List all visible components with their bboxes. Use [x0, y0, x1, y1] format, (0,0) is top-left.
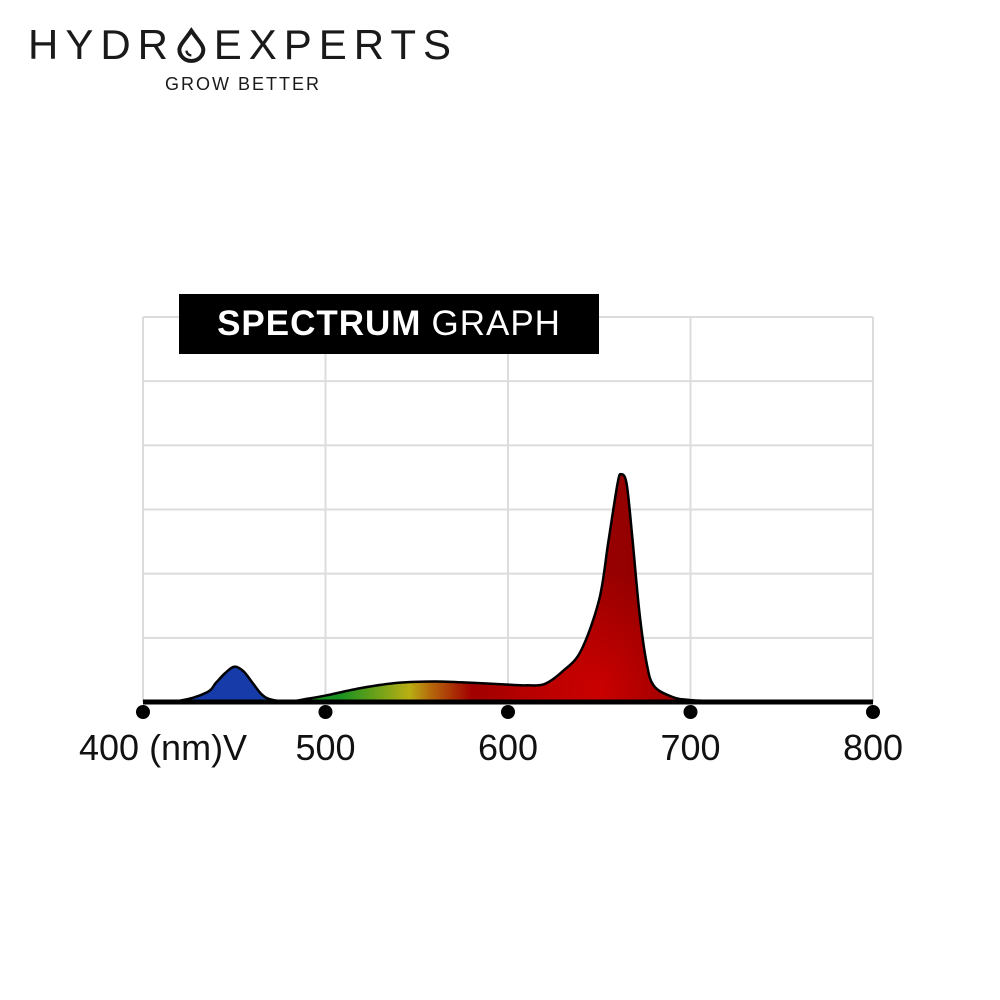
brand-name-part1: HYDR [28, 21, 176, 68]
brand-logo: HYDR EXPERTS GROW BETTER [28, 24, 458, 95]
x-axis [136, 699, 880, 719]
x-tick-label: 600 [478, 727, 538, 768]
x-tick-dot [683, 705, 698, 719]
brand-tagline: GROW BETTER [165, 74, 321, 94]
brand-name: HYDR EXPERTS [28, 24, 458, 66]
x-tick-label: 800 [843, 727, 903, 768]
x-tick-dot [501, 705, 515, 719]
water-drop-icon [177, 27, 206, 63]
x-tick-label: 700 [660, 727, 720, 768]
spectrum-area [142, 472, 873, 704]
x-tick-dot [136, 705, 150, 719]
x-tick-label: 500 [295, 727, 355, 768]
chart-title: SPECTRUM GRAPH [179, 294, 599, 354]
x-tick-label: 400 (nm)V [79, 727, 247, 768]
chart-grid [142, 316, 874, 702]
x-tick-dot [866, 705, 880, 719]
spectrum-line [142, 472, 873, 704]
chart-title-bold: SPECTRUM [217, 304, 422, 343]
x-tick-labels: 400 (nm)V 500 600 700 800 [79, 727, 903, 768]
chart-title-light: GRAPH [431, 304, 561, 343]
x-tick-dot [318, 705, 333, 719]
brand-name-part2: EXPERTS [213, 21, 458, 68]
